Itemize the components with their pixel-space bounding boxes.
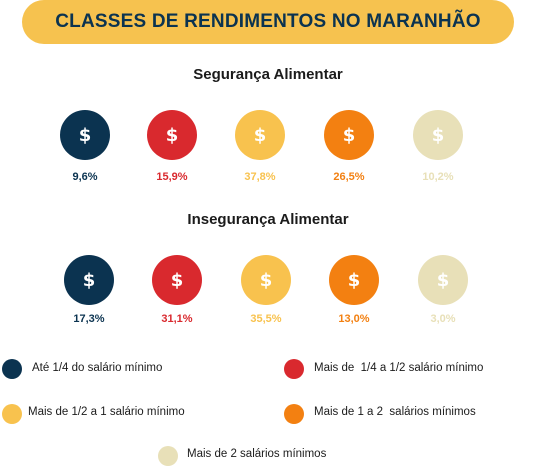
value-label-seguranca-1-2-a-1: 37,8% (244, 171, 276, 183)
legend-label-mais-de-2: Mais de 2 salários mínimos (187, 448, 327, 460)
legend-swatch-1-a-2 (284, 404, 304, 424)
coin-inseguranca-1-4-a-1-2: $ (152, 255, 202, 305)
coin-inseguranca-1-a-2: $ (329, 255, 379, 305)
page-title: CLASSES DE RENDIMENTOS NO MARANHÃO (55, 11, 481, 32)
value-label-inseguranca-mais-de-2: 3,0% (430, 313, 456, 325)
chart-title-inseguranca: Insegurança Alimentar (187, 211, 349, 228)
coin-seguranca-ate-1-4: $ (60, 110, 110, 160)
dollar-icon: $ (165, 124, 179, 146)
legend-label-ate-1-4: Até 1/4 do salário mínimo (32, 362, 163, 374)
dollar-icon: $ (259, 269, 273, 291)
dollar-icon: $ (347, 269, 361, 291)
value-label-inseguranca-1-4-a-1-2: 31,1% (161, 313, 193, 325)
legend-swatch-ate-1-4 (2, 359, 22, 379)
coin-seguranca-1-2-a-1: $ (235, 110, 285, 160)
dollar-icon: $ (253, 124, 267, 146)
legend-label-1-a-2: Mais de 1 a 2 salários mínimos (314, 406, 476, 418)
coin-inseguranca-1-2-a-1: $ (241, 255, 291, 305)
value-label-inseguranca-1-2-a-1: 35,5% (250, 313, 282, 325)
dollar-icon: $ (431, 124, 445, 146)
value-label-seguranca-1-a-2: 26,5% (333, 171, 365, 183)
legend-label-1-4-a-1-2: Mais de 1/4 a 1/2 salário mínimo (314, 362, 484, 374)
value-label-seguranca-mais-de-2: 10,2% (422, 171, 454, 183)
legend-swatch-1-4-a-1-2 (284, 359, 304, 379)
coin-seguranca-1-a-2: $ (324, 110, 374, 160)
legend-label-1-2-a-1: Mais de 1/2 a 1 salário mínimo (28, 406, 185, 418)
dollar-icon: $ (82, 269, 96, 291)
coin-inseguranca-mais-de-2: $ (418, 255, 468, 305)
coin-seguranca-1-4-a-1-2: $ (147, 110, 197, 160)
legend-swatch-1-2-a-1 (2, 404, 22, 424)
chart-title-seguranca: Segurança Alimentar (193, 66, 343, 83)
title-banner: CLASSES DE RENDIMENTOS NO MARANHÃO (22, 0, 514, 44)
dollar-icon: $ (436, 269, 450, 291)
value-label-inseguranca-1-a-2: 13,0% (338, 313, 370, 325)
coin-inseguranca-ate-1-4: $ (64, 255, 114, 305)
dollar-icon: $ (342, 124, 356, 146)
value-label-seguranca-ate-1-4: 9,6% (72, 171, 98, 183)
dollar-icon: $ (170, 269, 184, 291)
coin-seguranca-mais-de-2: $ (413, 110, 463, 160)
legend-swatch-mais-de-2 (158, 446, 178, 466)
value-label-inseguranca-ate-1-4: 17,3% (73, 313, 105, 325)
value-label-seguranca-1-4-a-1-2: 15,9% (156, 171, 188, 183)
dollar-icon: $ (78, 124, 92, 146)
